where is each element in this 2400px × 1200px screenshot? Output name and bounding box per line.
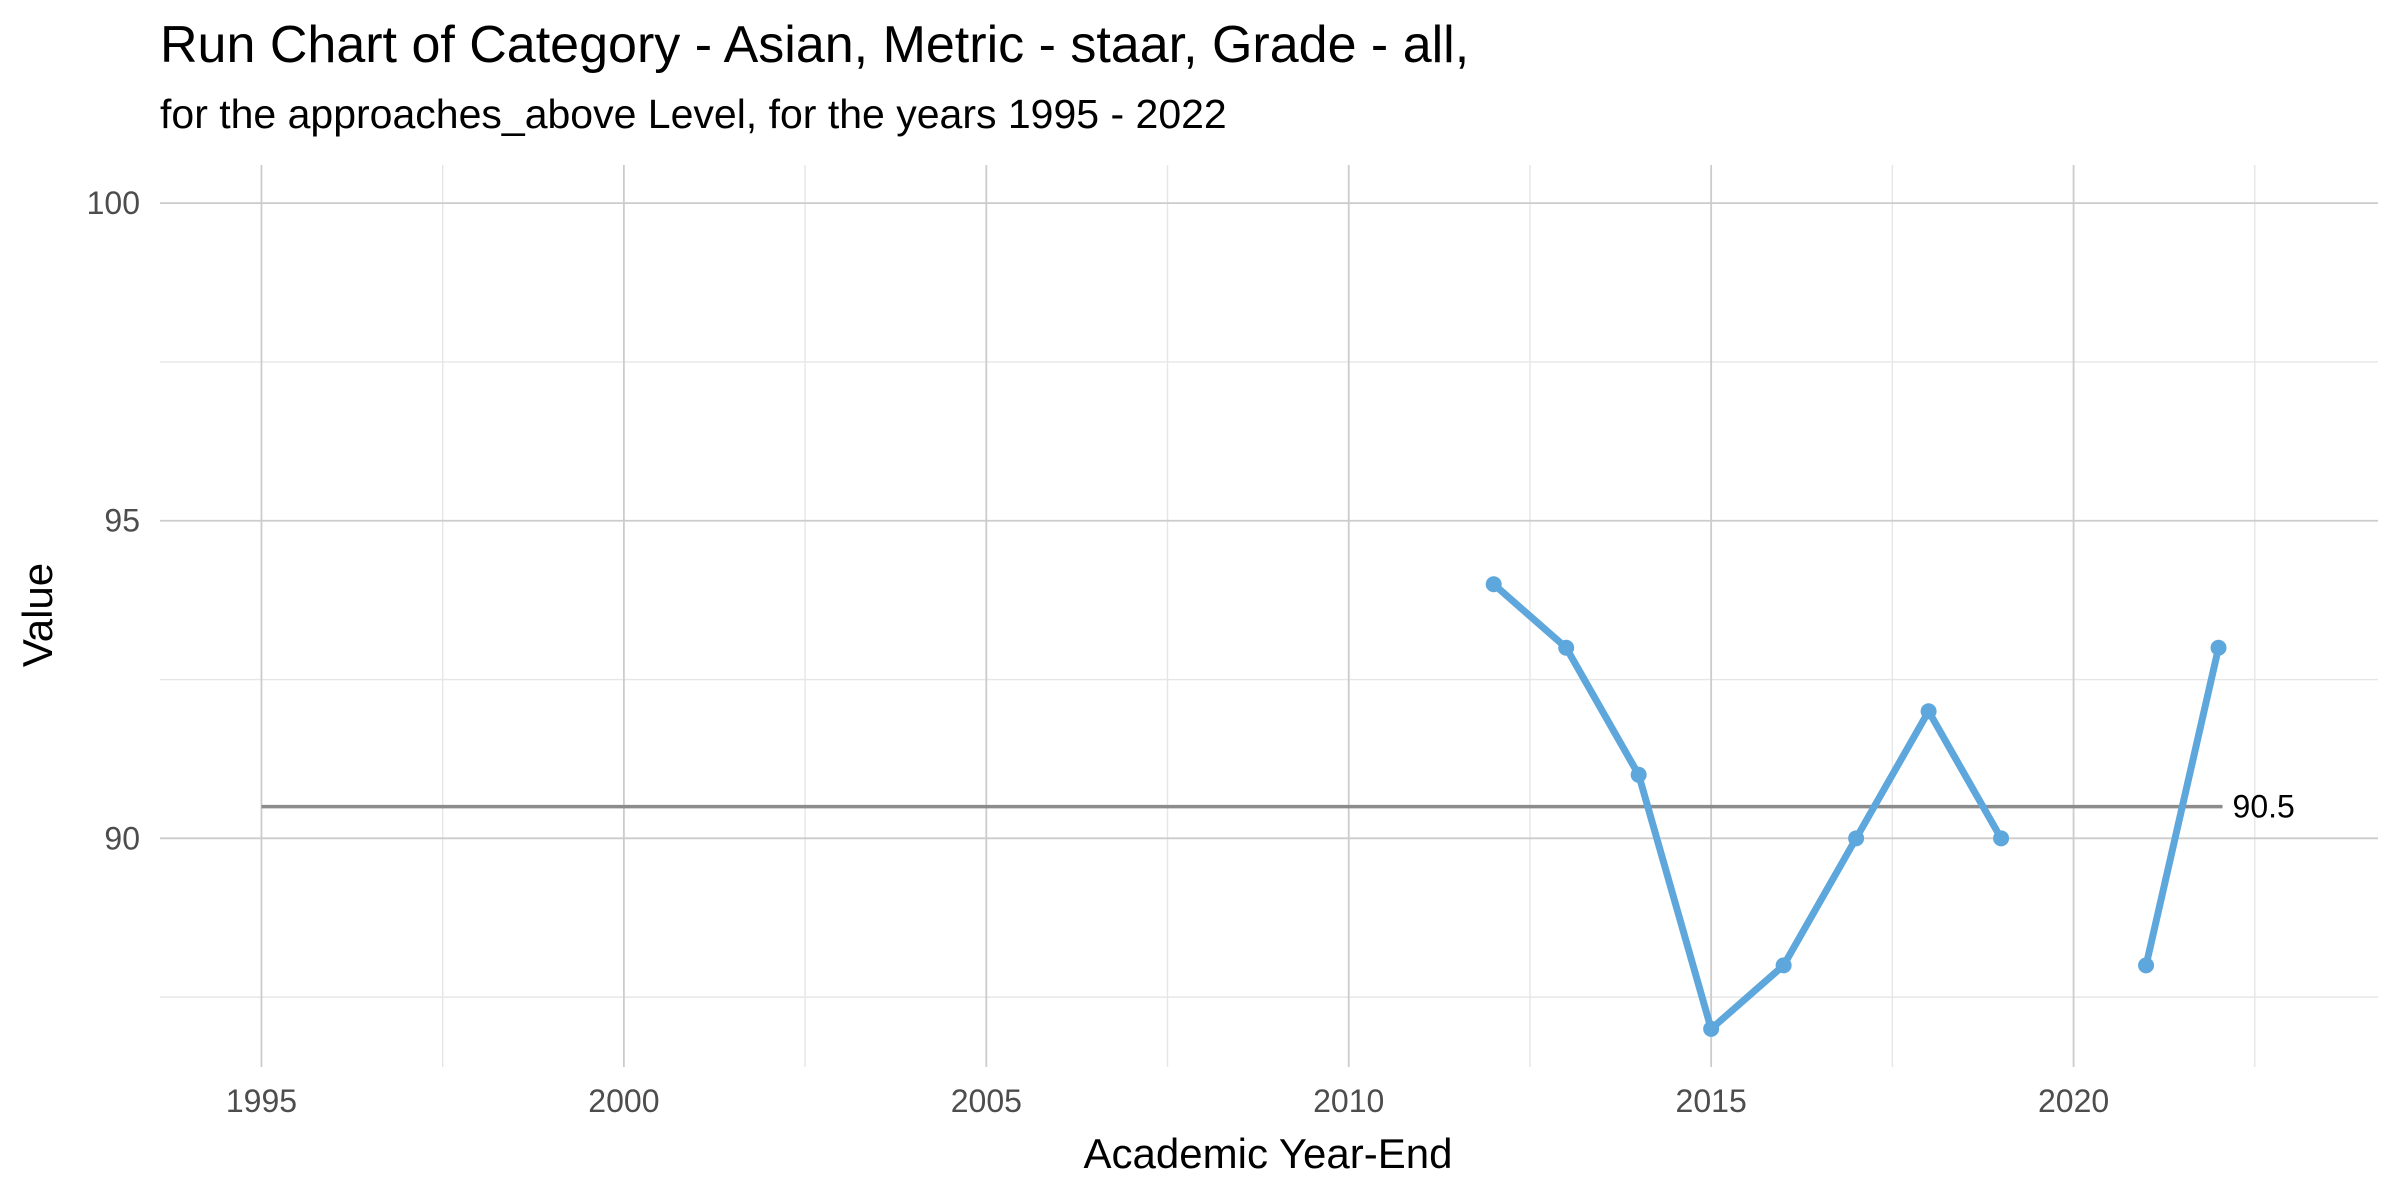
x-tick-label: 2020 (2038, 1083, 2109, 1119)
grid-layer (160, 165, 2378, 1067)
series-layer (1485, 576, 2227, 1037)
chart-title: Run Chart of Category - Asian, Metric - … (160, 16, 1469, 74)
data-point (2138, 957, 2155, 974)
data-point (1775, 957, 1792, 974)
center-line-label: 90.5 (2233, 789, 2295, 825)
data-point (1630, 766, 1647, 783)
series-line (2142, 644, 2223, 969)
data-point (1920, 703, 1937, 720)
x-tick-label: 2005 (951, 1083, 1022, 1119)
y-axis-title: Value (14, 563, 61, 667)
reference-layer: 90.5 (261, 789, 2295, 825)
y-tick-label: 100 (87, 185, 140, 221)
x-tick-label: 2010 (1313, 1083, 1384, 1119)
x-tick-label: 2015 (1676, 1083, 1747, 1119)
y-tick-label: 95 (104, 503, 140, 539)
data-point (1485, 576, 1502, 593)
x-tick-label: 2000 (588, 1083, 659, 1119)
data-point (1993, 830, 2010, 847)
data-point (1848, 830, 1865, 847)
chart-subtitle: for the approaches_above Level, for the … (160, 91, 1227, 137)
x-axis-title: Academic Year-End (1084, 1130, 1453, 1177)
data-point (1703, 1020, 1720, 1037)
x-tick-label: 1995 (226, 1083, 297, 1119)
series-line (1490, 580, 2005, 1033)
y-tick-label: 90 (104, 820, 140, 856)
data-point (2210, 639, 2227, 656)
tick-layer: 1995 2000 2005 2010 2015 2020 90 95 100 (87, 185, 2110, 1119)
data-point (1558, 639, 1575, 656)
